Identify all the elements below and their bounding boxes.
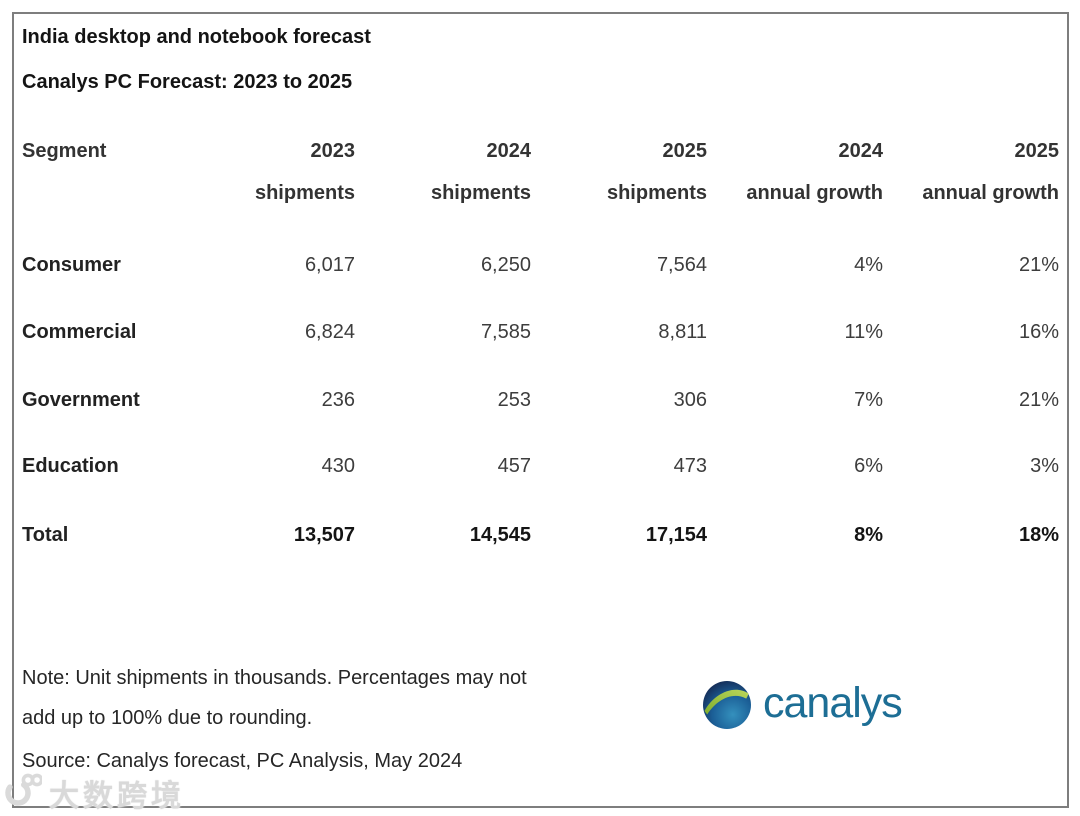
figure-title: India desktop and notebook forecast	[22, 26, 371, 48]
watermark-text: 大数跨境	[49, 780, 185, 813]
note-text-line2: add up to 100% due to rounding.	[22, 707, 313, 729]
value-cell: 18%	[1018, 524, 1059, 546]
value-cell: 6,824	[304, 321, 355, 343]
value-cell: 11%	[844, 321, 883, 343]
column-header-2025: 2025	[662, 140, 708, 162]
value-cell: 457	[497, 455, 531, 477]
table-frame: India desktop and notebook forecast Cana…	[12, 12, 1069, 808]
table-row-education: Education 430 457 473 6% 3%	[22, 453, 1059, 479]
watermark: 大数跨境	[4, 770, 185, 816]
column-header-2024-growth: 2024	[838, 140, 884, 162]
value-cell: 6,017	[304, 254, 355, 276]
value-cell: 236	[321, 389, 355, 411]
value-cell: 6%	[854, 455, 883, 477]
value-cell: 253	[497, 389, 531, 411]
table-row-total: Total 13,507 14,545 17,154 8% 18%	[22, 522, 1059, 548]
value-cell: 4%	[854, 254, 883, 276]
canalys-logo: canalys	[702, 678, 903, 735]
column-subheader	[22, 180, 179, 206]
segment-label: Consumer	[22, 254, 121, 276]
note-text-line1: Note: Unit shipments in thousands. Perce…	[22, 667, 527, 689]
value-cell: 306	[673, 389, 707, 411]
table-row-commercial: Commercial 6,824 7,585 8,811 11% 16%	[22, 319, 1059, 345]
value-cell: 3%	[1030, 455, 1059, 477]
value-cell: 7%	[854, 389, 883, 411]
column-subheader: annual growth	[922, 182, 1059, 204]
column-header-2025-growth: 2025	[1014, 140, 1060, 162]
segment-label: Commercial	[22, 321, 137, 343]
header-row-years: Segment 2023 2024 2025 2024 2025	[22, 138, 1059, 164]
segment-label: Total	[22, 524, 69, 546]
value-cell: 13,507	[293, 524, 355, 546]
column-header-segment: Segment	[22, 140, 107, 162]
segment-label: Education	[22, 455, 119, 477]
source-text: Source: Canalys forecast, PC Analysis, M…	[22, 750, 463, 772]
segment-label: Government	[22, 389, 140, 411]
value-cell: 21%	[1018, 254, 1059, 276]
table-row-government: Government 236 253 306 7% 21%	[22, 387, 1059, 413]
value-cell: 21%	[1018, 389, 1059, 411]
column-subheader: shipments	[606, 182, 707, 204]
value-cell: 7,585	[480, 321, 531, 343]
column-subheader: shipments	[254, 182, 355, 204]
watermark-icon	[4, 770, 44, 816]
table-row-consumer: Consumer 6,017 6,250 7,564 4% 21%	[22, 252, 1059, 278]
column-subheader: annual growth	[746, 182, 883, 204]
value-cell: 6,250	[480, 254, 531, 276]
value-cell: 8%	[854, 524, 883, 546]
value-cell: 430	[321, 455, 355, 477]
column-header-2023: 2023	[310, 140, 356, 162]
value-cell: 8,811	[658, 321, 707, 343]
column-header-2024: 2024	[486, 140, 532, 162]
value-cell: 14,545	[469, 524, 531, 546]
value-cell: 16%	[1018, 321, 1059, 343]
value-cell: 7,564	[656, 254, 707, 276]
value-cell: 17,154	[645, 524, 707, 546]
value-cell: 473	[673, 455, 707, 477]
figure-subtitle: Canalys PC Forecast: 2023 to 2025	[22, 71, 353, 93]
canalys-globe-icon	[702, 680, 752, 735]
column-subheader: shipments	[430, 182, 531, 204]
canalys-logo-text: canalys	[763, 678, 903, 727]
header-row-units: shipments shipments shipments annual gro…	[22, 180, 1059, 206]
